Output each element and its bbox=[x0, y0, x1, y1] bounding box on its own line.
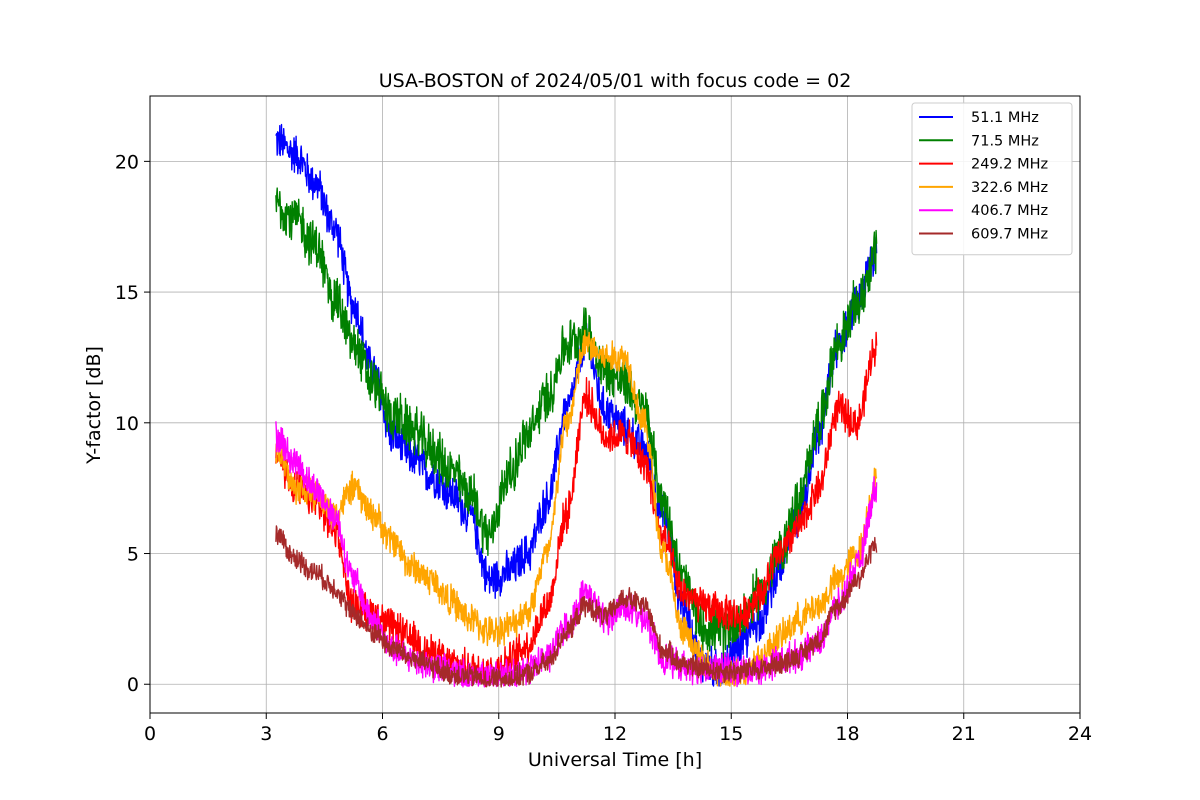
x-tick-label: 12 bbox=[603, 723, 627, 745]
legend: 51.1 MHz 71.5 MHz 249.2 MHz 322.6 MHz 406.7… bbox=[911, 102, 1073, 256]
x-tick-label: 3 bbox=[260, 723, 272, 745]
series-line-4 bbox=[275, 421, 878, 688]
y-axis-label: Y-factor [dB] bbox=[83, 346, 105, 465]
y-tick-label: 0 bbox=[127, 674, 139, 696]
x-axis-label: Universal Time [h] bbox=[528, 749, 702, 771]
legend-entry-2: 249.2 MHz bbox=[971, 157, 1048, 173]
x-tick-label: 18 bbox=[835, 723, 859, 745]
legend-entry-3: 322.6 MHz bbox=[971, 180, 1048, 196]
legend-entry-4: 406.7 MHz bbox=[971, 203, 1048, 219]
series-line-3 bbox=[275, 329, 878, 687]
x-tick-label: 9 bbox=[493, 723, 505, 745]
x-tick-label: 24 bbox=[1068, 723, 1092, 745]
series-line-5 bbox=[275, 525, 878, 688]
y-tick-label: 20 bbox=[115, 151, 139, 173]
legend-entry-1: 71.5 MHz bbox=[971, 133, 1039, 149]
x-axis: 0 3 6 9 12 15 18 21 24 bbox=[144, 713, 1092, 745]
y-tick-label: 10 bbox=[115, 413, 139, 435]
legend-entry-0: 51.1 MHz bbox=[971, 110, 1039, 126]
x-tick-label: 6 bbox=[376, 723, 388, 745]
x-tick-label: 21 bbox=[952, 723, 976, 745]
y-axis: 0 5 10 15 20 bbox=[115, 151, 150, 696]
x-tick-label: 15 bbox=[719, 723, 743, 745]
x-tick-label: 0 bbox=[144, 723, 156, 745]
y-tick-label: 15 bbox=[115, 282, 139, 304]
legend-entry-5: 609.7 MHz bbox=[971, 227, 1048, 243]
chart-title: USA-BOSTON of 2024/05/01 with focus code… bbox=[379, 70, 852, 92]
plot-area bbox=[275, 123, 878, 688]
y-tick-label: 5 bbox=[127, 544, 139, 566]
